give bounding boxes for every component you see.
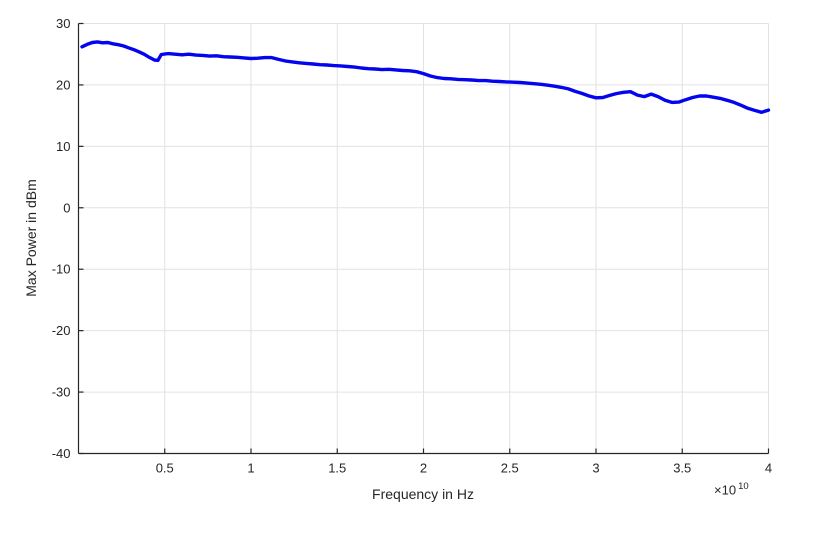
x-tick-label: 4 [765,461,772,476]
x-tick-label: 2.5 [501,461,519,476]
power-trace [80,40,771,115]
x-tick-label: 0.5 [156,461,174,476]
series-layer [80,40,771,115]
y-tick-label: 0 [63,200,70,215]
x-axis-exponent-multiplier: ×10 10 [714,481,749,497]
y-tick-label: 10 [56,139,70,154]
axis-layer [77,22,770,455]
grid-layer [78,23,769,454]
y-tick-label: 20 [56,77,70,92]
y-axis-title: Max Power in dBm [23,179,39,297]
x-tick-label: 3 [592,461,599,476]
x-tick-label: 1 [247,461,254,476]
multiplier-base: ×10 [714,482,737,498]
y-tick-label: -10 [52,262,71,277]
multiplier-exponent: 10 [738,481,749,492]
y-tick-label: -20 [52,323,71,338]
x-tick-label: 2 [420,461,427,476]
y-tick-label: 30 [56,16,70,31]
x-tick-label: 3.5 [673,461,691,476]
y-tick-label: -30 [52,385,71,400]
x-tick-label: 1.5 [328,461,346,476]
y-tick-label: -40 [52,446,71,461]
tick-label-layer: 0.5 1 1.5 2 2.5 3 3.5 4 -40 -30 -20 -10 0 10 20 30 [52,16,772,476]
x-axis-title: Frequency in Hz [372,486,474,502]
